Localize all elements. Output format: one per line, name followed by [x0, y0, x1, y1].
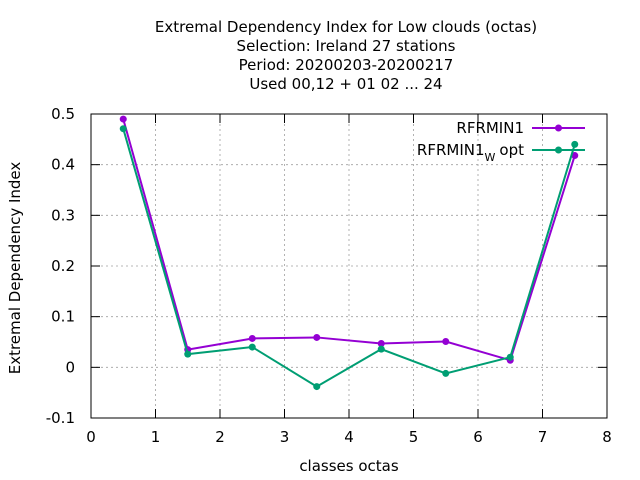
data-point	[248, 334, 256, 342]
data-point	[377, 340, 385, 348]
series-2	[119, 125, 579, 391]
legend-name-suffix: opt	[499, 141, 524, 159]
data-point	[313, 383, 321, 391]
x-tick-label: 4	[344, 428, 354, 446]
data-point	[442, 369, 450, 377]
legend-entry-2: RFRMIN1W opt	[417, 141, 585, 164]
y-axis-label: Extremal Dependency Index	[6, 162, 24, 375]
data-point	[571, 140, 579, 148]
x-tick-label: 7	[538, 428, 548, 446]
series	[119, 115, 579, 391]
legend-name: RFRMIN1	[456, 119, 524, 137]
legend-name-subscript: W	[485, 151, 496, 164]
grid	[91, 114, 607, 418]
data-point	[184, 350, 192, 358]
title-line-4: Used 00,12 + 01 02 ... 24	[249, 75, 442, 93]
data-point	[313, 333, 321, 341]
x-tick-label: 8	[602, 428, 612, 446]
data-point	[442, 337, 450, 345]
data-point	[377, 345, 385, 353]
y-tick-label: 0.4	[51, 156, 75, 174]
title-line-3: Period: 20200203-20200217	[239, 56, 454, 74]
x-axis-label: classes octas	[299, 457, 399, 475]
x-tick-label: 5	[409, 428, 419, 446]
data-point	[119, 115, 127, 123]
data-point	[119, 125, 127, 133]
y-tick-label: 0.5	[51, 105, 75, 123]
y-tick-label: -0.1	[46, 409, 75, 427]
data-point	[571, 152, 579, 160]
y-tick-labels: -0.1 0 0.1 0.2 0.3 0.4 0.5	[46, 105, 75, 427]
legend-swatch-marker	[555, 124, 562, 132]
x-tick-label: 3	[280, 428, 290, 446]
legend-name: RFRMIN1	[417, 141, 485, 159]
x-tick-label: 0	[86, 428, 96, 446]
y-tick-label: 0.3	[51, 206, 75, 224]
y-tick-label: 0	[65, 358, 75, 376]
plot-frame	[90, 113, 608, 419]
series-1	[119, 115, 579, 364]
title-line-1: Extremal Dependency Index for Low clouds…	[155, 18, 537, 36]
x-tick-label: 2	[215, 428, 225, 446]
series-line	[122, 128, 576, 388]
legend-entry-1: RFRMIN1	[456, 119, 585, 137]
chart-title: Extremal Dependency Index for Low clouds…	[155, 18, 537, 93]
legend-swatch-marker	[555, 146, 562, 154]
data-point	[248, 343, 256, 351]
x-tick-label: 1	[151, 428, 161, 446]
x-tick-label: 6	[473, 428, 483, 446]
legend-label: RFRMIN1	[456, 119, 524, 137]
y-tick-label: 0.2	[51, 257, 75, 275]
x-tick-labels: 0 1 2 3 4 5 6 7 8	[86, 428, 612, 446]
legend-label: RFRMIN1W opt	[417, 141, 524, 164]
title-line-2: Selection: Ireland 27 stations	[237, 37, 456, 55]
data-point	[506, 353, 514, 361]
series-line	[122, 118, 576, 362]
y-tick-label: 0.1	[51, 308, 75, 326]
